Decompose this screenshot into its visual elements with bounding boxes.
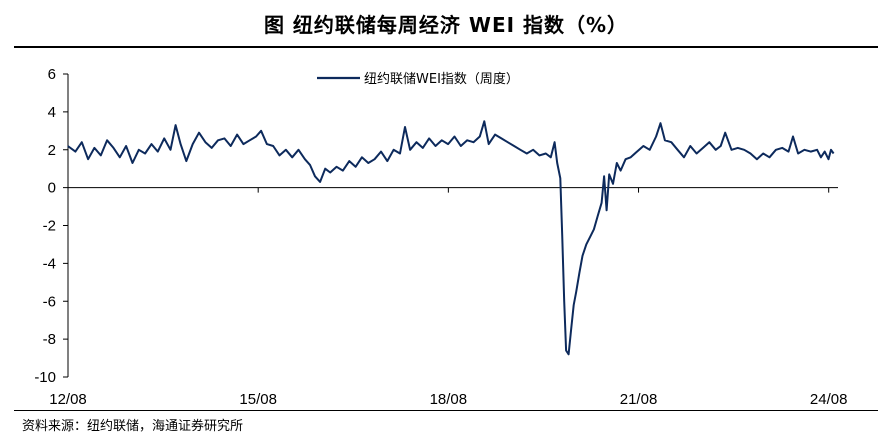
series-layer bbox=[67, 120, 835, 356]
y-tick-label: -6 bbox=[43, 293, 56, 310]
x-tick-label: 21/08 bbox=[620, 391, 658, 408]
x-tick-label: 24/08 bbox=[810, 391, 848, 408]
y-tick-label: -2 bbox=[43, 218, 56, 235]
source-note: 资料来源：纽约联储，海通证券研究所 bbox=[22, 419, 244, 434]
x-tick-label: 15/08 bbox=[239, 391, 277, 408]
x-tick-labels: 12/08 15/08 18/08 21/08 24/08 bbox=[49, 391, 847, 408]
y-tick-label: -10 bbox=[34, 369, 56, 386]
y-tick-labels: 6 4 2 0 -2 -4 -6 -8 -10 bbox=[34, 66, 56, 386]
chart-legend: 纽约联储WEI指数（周度） bbox=[317, 71, 519, 87]
y-tick-label: 4 bbox=[48, 104, 56, 121]
legend-label: 纽约联储WEI指数（周度） bbox=[364, 71, 519, 87]
y-tick-label: 0 bbox=[48, 180, 56, 197]
chart-axes bbox=[63, 73, 838, 378]
footer-divider bbox=[14, 410, 878, 411]
chart-title: 图 纽约联储每周经济 WEI 指数（%） bbox=[0, 0, 892, 46]
y-tick-label: -8 bbox=[43, 331, 56, 348]
wei-line-chart: 6 4 2 0 -2 -4 -6 -8 -10 12/08 15/08 18/08 21/08 24/0… bbox=[34, 66, 847, 408]
x-tick-label: 12/08 bbox=[49, 391, 87, 408]
chart-title-text: 图 纽约联储每周经济 WEI 指数（%） bbox=[263, 12, 629, 37]
series-line-wei bbox=[67, 120, 835, 356]
x-tick-label: 18/08 bbox=[430, 391, 468, 408]
y-tick-label: 2 bbox=[48, 142, 56, 159]
y-tick-label: 6 bbox=[48, 66, 56, 83]
title-divider bbox=[14, 46, 878, 48]
y-tick-label: -4 bbox=[43, 255, 56, 272]
